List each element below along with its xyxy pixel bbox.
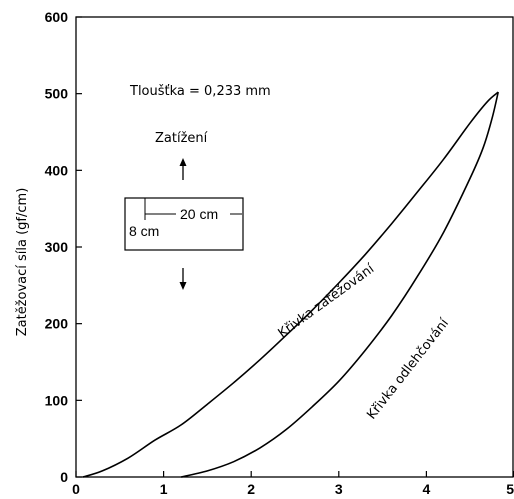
inset-height-label: 8 cm bbox=[129, 223, 159, 239]
loading-curve-label: Křivka zatěžování bbox=[276, 261, 378, 341]
x-axis: 0 1 2 3 4 5 bbox=[72, 471, 514, 497]
x-tick-label: 4 bbox=[423, 481, 431, 497]
y-tick-label: 100 bbox=[45, 392, 69, 408]
y-tick-label: 400 bbox=[45, 162, 69, 178]
y-tick-label: 500 bbox=[45, 86, 69, 102]
y-axis: 0 100 200 300 400 500 600 bbox=[45, 9, 82, 485]
loading-curve bbox=[82, 91, 499, 478]
x-tick-label: 1 bbox=[160, 481, 168, 497]
sample-inset: 20 cm 8 cm bbox=[124, 197, 244, 251]
x-tick-label: 2 bbox=[247, 481, 255, 497]
sample-rectangle bbox=[124, 197, 244, 251]
x-tick-label: 3 bbox=[335, 481, 343, 497]
unloading-curve-label: Křivka odlehčování bbox=[364, 316, 452, 423]
x-tick-label: 5 bbox=[506, 481, 514, 497]
curves bbox=[82, 91, 499, 478]
y-tick-label: 0 bbox=[60, 469, 68, 485]
x-tick-label: 0 bbox=[72, 481, 80, 497]
y-tick-label: 300 bbox=[45, 239, 69, 255]
y-tick-label: 200 bbox=[45, 316, 69, 332]
y-tick-label: 600 bbox=[45, 9, 69, 25]
inset-width-label: 20 cm bbox=[180, 206, 218, 222]
thickness-annotation: Tloušťka = 0,233 mm bbox=[129, 84, 271, 99]
arrow-up-icon bbox=[179, 158, 187, 180]
y-axis-title: Zatěžovací síla (gf/cm) bbox=[15, 188, 30, 337]
arrow-down-icon bbox=[179, 268, 187, 290]
load-label: Zatížení bbox=[155, 131, 208, 146]
unloading-curve bbox=[180, 91, 499, 478]
